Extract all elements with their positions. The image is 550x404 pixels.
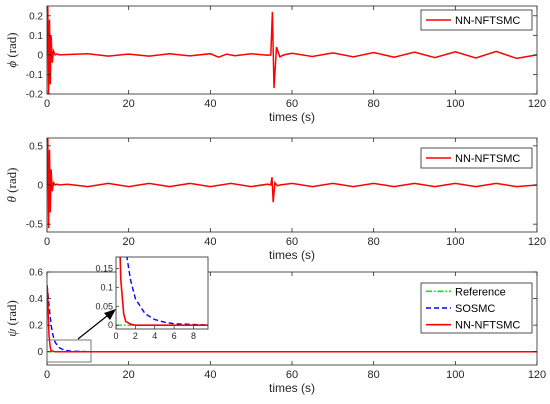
- y-tick-label: 0.5: [29, 141, 43, 152]
- y-tick-label: 0.4: [29, 294, 43, 305]
- y-axis-symbol: ϕ: [4, 61, 19, 68]
- inset-x-tick-label: 0: [113, 331, 118, 341]
- x-tick-label: 120: [528, 369, 546, 381]
- x-tick-label: 40: [204, 236, 216, 248]
- x-axis-label: times (s): [269, 110, 315, 124]
- y-axis-symbol: θ: [4, 195, 19, 202]
- x-tick-label: 60: [286, 369, 298, 381]
- x-tick-label: 60: [286, 236, 298, 248]
- x-tick-label: 80: [368, 236, 380, 248]
- inset-x-tick-label: 8: [191, 331, 196, 341]
- legend: NN-NFTSMC: [420, 147, 533, 169]
- inset-series-line-nn-nftsmc: [119, 257, 208, 327]
- inset-x-tick-label: 6: [172, 331, 177, 341]
- phi-subplot: 0 20 40 60 80 100 120 -0.2 -0.1 0 0.1 0.2 times (s) ϕ…: [4, 5, 546, 124]
- inset-y-tick-label: 0: [108, 320, 113, 330]
- x-tick-label: 80: [368, 369, 380, 381]
- inset-y-tick-label: 0.05: [95, 301, 113, 311]
- y-axis-symbol: ψ: [4, 328, 19, 337]
- legend-label: NN-NFTSMC: [455, 320, 520, 332]
- zoom-arrow-head: [104, 309, 116, 320]
- y-axis-label: ψ (rad): [4, 300, 19, 337]
- y-tick-label: 0.6: [29, 268, 43, 279]
- y-tick-label: 0.2: [29, 11, 43, 22]
- legend-box: [420, 9, 533, 31]
- x-tick-label: 0: [44, 98, 50, 110]
- inset-x-tick-label: 4: [152, 331, 157, 341]
- legend-label: SOSMC: [455, 303, 495, 315]
- y-tick-label: 0.1: [29, 31, 43, 42]
- series-line-nn-nftsmc: [47, 138, 537, 229]
- x-tick-label: 40: [204, 369, 216, 381]
- x-tick-label: 40: [204, 98, 216, 110]
- x-tick-label: 20: [123, 369, 135, 381]
- legend-box: [420, 147, 533, 169]
- legend-label: NN-NFTSMC: [455, 15, 520, 27]
- legend-label: Reference: [455, 286, 506, 298]
- series-line-sosmc: [47, 285, 537, 353]
- inset-area: [116, 257, 208, 329]
- y-tick-label: -0.2: [26, 90, 44, 101]
- inset-y-tick-label: 0.1: [100, 282, 113, 292]
- inset-frame: [115, 256, 209, 330]
- x-axis-label: times (s): [269, 248, 315, 262]
- y-tick-label: 0.2: [29, 321, 43, 332]
- x-tick-label: 20: [123, 236, 135, 248]
- y-tick-label: -0.1: [26, 70, 44, 81]
- x-tick-label: 80: [368, 98, 380, 110]
- y-tick-label: 0: [37, 347, 43, 358]
- x-tick-label: 120: [528, 98, 546, 110]
- y-tick-label: 0: [37, 181, 43, 192]
- x-tick-label: 0: [44, 369, 50, 381]
- zoom-region-box: [46, 339, 92, 363]
- x-axis-label: times (s): [269, 381, 315, 395]
- x-tick-label: 100: [446, 236, 464, 248]
- zoom-inset: 0 2 4 6 8 0 0.05 0.1 0.15: [95, 256, 209, 341]
- legend: NN-NFTSMC: [420, 9, 533, 31]
- inset-y-tick-label: 0.15: [95, 263, 113, 273]
- zoom-arrow-shaft: [77, 311, 113, 340]
- y-axis-label: ϕ (rad): [4, 32, 19, 67]
- y-axis-unit: (rad): [4, 300, 19, 329]
- x-tick-label: 120: [528, 236, 546, 248]
- x-tick-label: 0: [44, 236, 50, 248]
- x-tick-label: 60: [286, 98, 298, 110]
- y-axis-label: θ (rad): [4, 168, 19, 203]
- x-tick-label: 20: [123, 98, 135, 110]
- legend: Reference SOSMC NN-NFTSMC: [420, 282, 533, 334]
- y-tick-label: 0: [37, 50, 43, 61]
- legend-label: NN-NFTSMC: [455, 153, 520, 165]
- y-tick-label: -0.5: [26, 220, 44, 231]
- series-line-nn-nftsmc: [47, 285, 537, 353]
- y-axis-unit: (rad): [4, 32, 19, 61]
- x-tick-label: 100: [446, 369, 464, 381]
- inset-x-tick-label: 2: [133, 331, 138, 341]
- x-tick-label: 100: [446, 98, 464, 110]
- y-axis-unit: (rad): [4, 168, 19, 197]
- series-line-nn-nftsmc: [47, 6, 537, 94]
